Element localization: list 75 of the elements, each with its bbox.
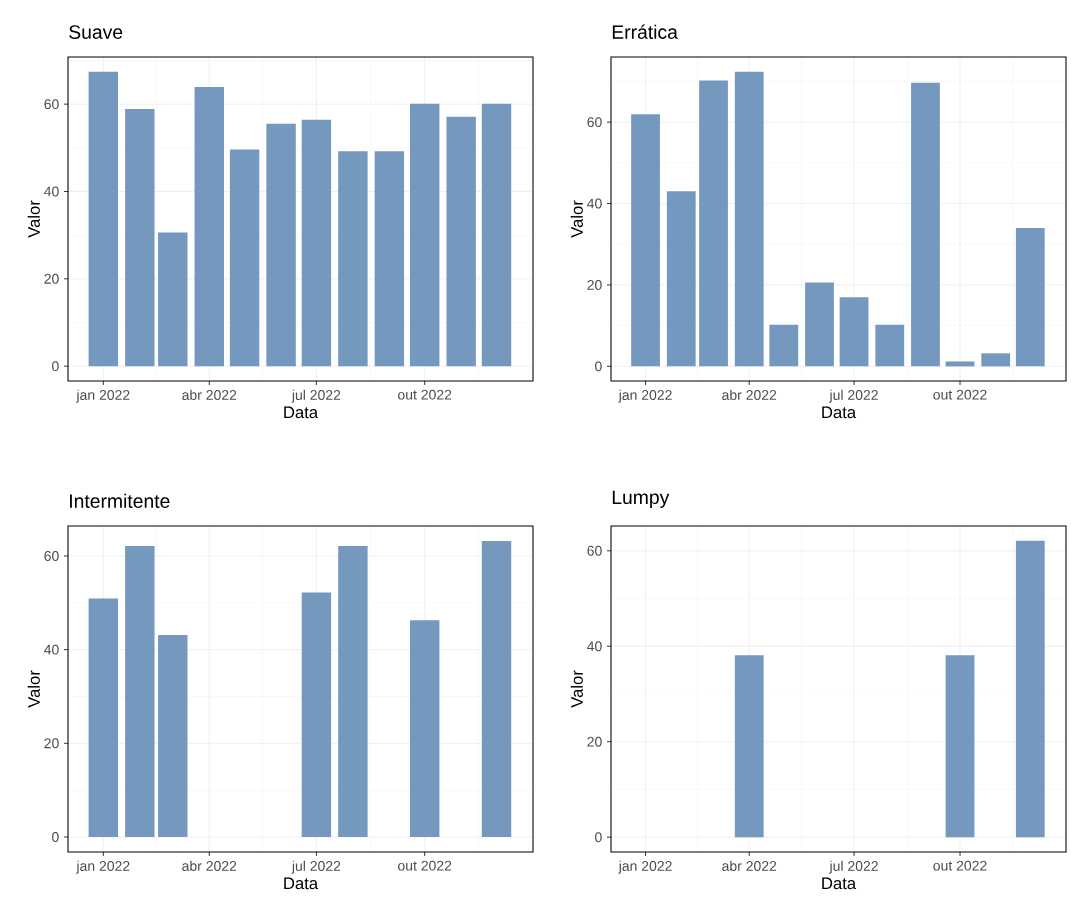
bar (88, 598, 119, 837)
x-tick-label: jan 2022 (76, 860, 130, 874)
x-axis-title: Data (284, 406, 319, 419)
y-axis-title: Valor (27, 670, 40, 708)
bar (875, 324, 905, 367)
y-tick-label: 60 (44, 99, 59, 110)
bar (839, 297, 869, 367)
bar (666, 191, 696, 367)
chart-title: Intermitente (70, 493, 170, 508)
x-tick-label: abr 2022 (182, 860, 237, 871)
y-tick-label: 0 (595, 832, 602, 843)
bar (1015, 227, 1045, 367)
bar (805, 282, 834, 367)
x-tick-label: out 2022 (398, 389, 452, 400)
bar (125, 108, 155, 367)
y-tick-label: 60 (44, 551, 59, 561)
bar (631, 114, 660, 367)
x-tick-label: jan 2022 (76, 389, 130, 403)
x-tick-label: abr 2022 (722, 860, 777, 871)
x-tick-label: jan 2022 (618, 860, 672, 874)
x-tick-label: jul 2022 (829, 389, 878, 403)
y-tick-label: 20 (587, 736, 602, 747)
bar (374, 151, 405, 367)
x-tick-label: out 2022 (933, 389, 987, 400)
chart-title: Errática (612, 24, 678, 39)
bar (338, 151, 368, 367)
bar (88, 71, 119, 367)
y-tick-label: 40 (44, 186, 59, 197)
bar (194, 87, 224, 367)
y-tick-label: 20 (44, 738, 59, 749)
chart-title: Suave (69, 25, 123, 39)
x-axis-title: Data (822, 406, 857, 419)
x-tick-label: out 2022 (933, 860, 987, 871)
bar (338, 546, 368, 837)
bar (409, 103, 440, 367)
bar (158, 635, 188, 837)
bar (158, 232, 188, 367)
y-tick-label: 0 (52, 832, 59, 842)
x-tick-label: out 2022 (398, 860, 452, 871)
x-axis-title: Data (822, 877, 857, 890)
bar (734, 71, 764, 367)
bar (481, 103, 512, 367)
x-tick-label: jul 2022 (291, 860, 341, 874)
x-tick-label: jul 2022 (829, 860, 878, 874)
bar (699, 80, 728, 367)
y-tick-label: 40 (44, 644, 59, 655)
x-tick-label: jan 2022 (618, 389, 672, 403)
y-tick-label: 40 (587, 198, 602, 209)
bar (945, 361, 975, 367)
y-tick-label: 20 (44, 273, 59, 284)
x-axis-title: Data (284, 877, 319, 890)
chart-title: Lumpy (612, 490, 670, 508)
y-tick-label: 0 (52, 361, 59, 372)
bar (481, 540, 512, 837)
bar (266, 123, 296, 367)
y-axis-title: Valor (27, 200, 40, 238)
bar (409, 620, 440, 837)
bar (301, 119, 332, 367)
y-tick-label: 20 (587, 279, 602, 290)
y-axis-title: Valor (570, 200, 583, 238)
bar (301, 592, 332, 837)
bar (769, 324, 799, 367)
x-tick-label: jul 2022 (291, 389, 341, 403)
bar (981, 353, 1011, 367)
y-tick-label: 60 (587, 117, 602, 128)
y-tick-label: 0 (595, 361, 602, 372)
x-tick-label: abr 2022 (182, 389, 237, 400)
bar (125, 546, 155, 837)
bar (911, 82, 940, 367)
bar (446, 116, 476, 367)
bar (229, 149, 260, 367)
x-tick-label: abr 2022 (722, 389, 777, 400)
y-axis-title: Valor (570, 670, 583, 708)
y-tick-label: 40 (587, 641, 602, 652)
y-tick-label: 60 (587, 545, 602, 556)
